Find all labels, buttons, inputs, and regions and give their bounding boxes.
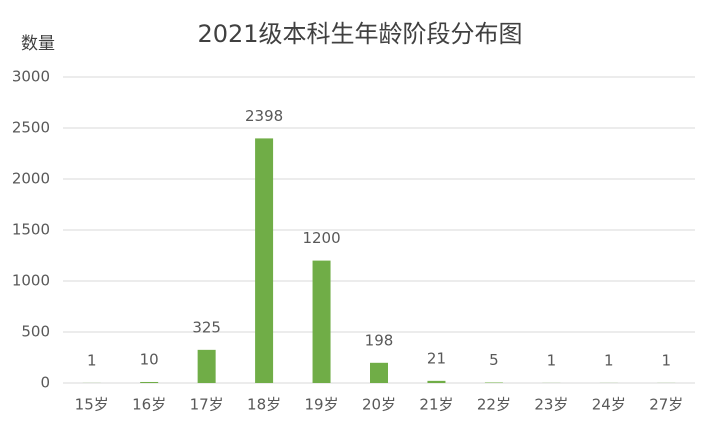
data-label: 1 [547,351,557,369]
x-tick-label: 24岁 [592,396,626,414]
x-tick-label: 19岁 [304,396,338,414]
x-tick-label: 16岁 [132,396,166,414]
y-axis-label: 数量 [21,34,55,54]
bar [312,260,331,383]
y-tick-label: 3000 [12,68,50,86]
data-label: 325 [192,318,221,336]
x-tick-label: 21岁 [419,396,453,414]
y-tick-label: 500 [21,323,50,341]
x-tick-label: 23岁 [534,396,568,414]
data-label: 5 [489,351,499,369]
x-tick-label: 27岁 [649,396,683,414]
y-tick-label: 2000 [12,170,50,188]
x-tick-label: 15岁 [75,396,109,414]
chart-title: 2021级本科生年龄阶段分布图 [197,20,522,48]
bar [427,380,446,383]
data-label: 1 [87,351,97,369]
bar [255,138,274,383]
data-label: 10 [140,350,159,368]
x-tick-label: 17岁 [190,396,224,414]
bar [140,381,159,383]
data-label: 21 [427,349,446,367]
data-label: 198 [365,331,394,349]
y-tick-label: 1000 [12,272,50,290]
data-label: 1200 [302,229,340,247]
bar [197,349,216,383]
y-tick-label: 0 [40,374,50,392]
bar [484,382,503,383]
x-tick-label: 20岁 [362,396,396,414]
x-tick-label: 22岁 [477,396,511,414]
data-label: 2398 [245,107,283,125]
bar [370,362,388,383]
y-tick-label: 2500 [12,119,50,137]
y-tick-label: 1500 [12,221,50,239]
x-tick-label: 18岁 [247,396,281,414]
data-label: 1 [661,351,671,369]
data-label: 1 [604,351,614,369]
